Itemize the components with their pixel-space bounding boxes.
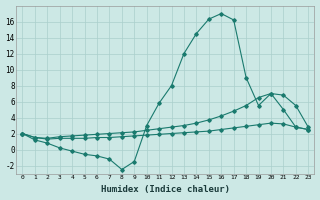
X-axis label: Humidex (Indice chaleur): Humidex (Indice chaleur) xyxy=(101,185,230,194)
